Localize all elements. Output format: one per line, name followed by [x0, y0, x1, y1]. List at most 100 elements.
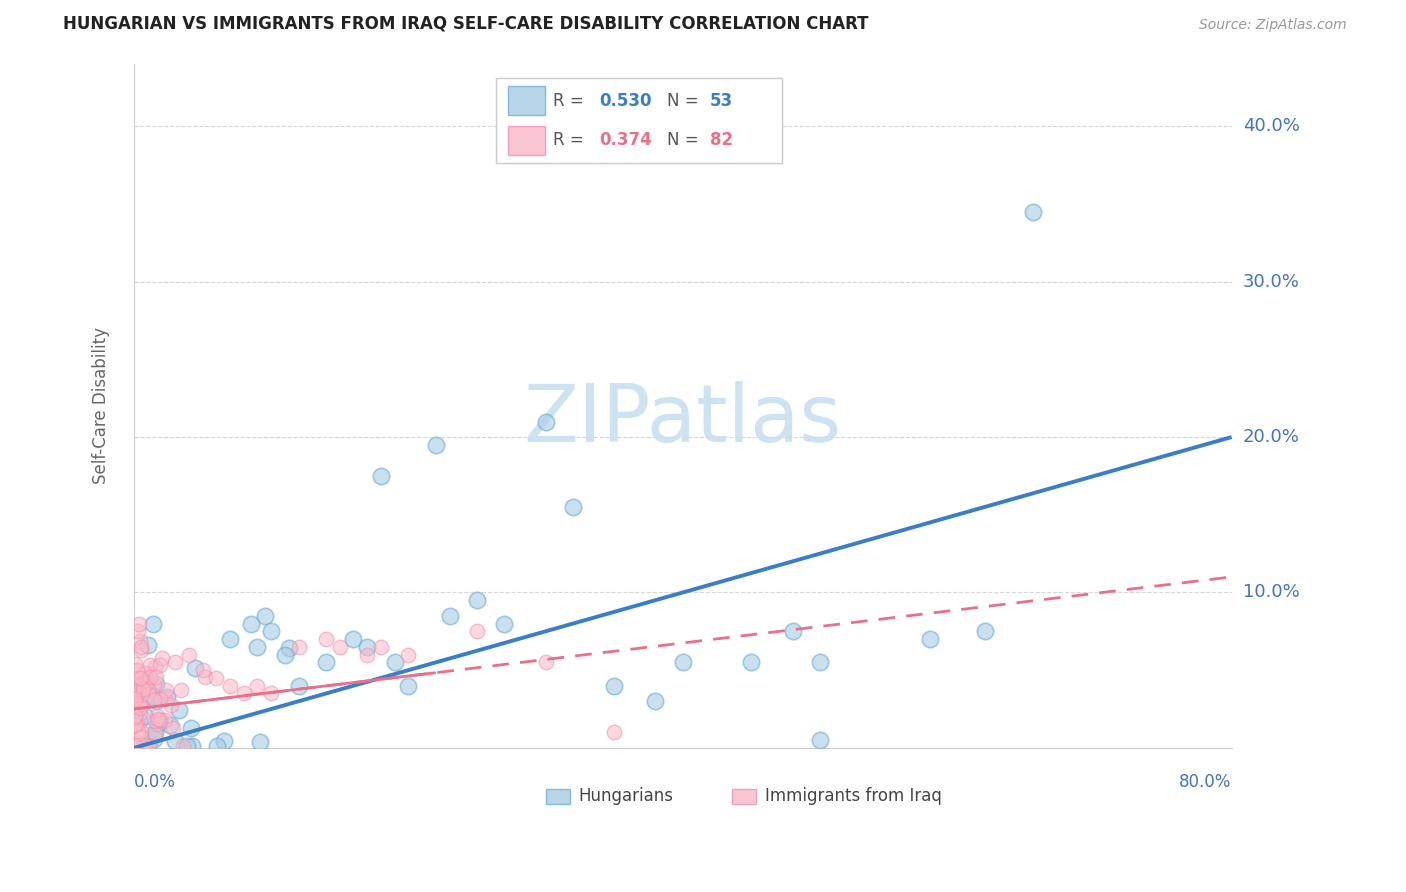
- Point: [194, 670, 217, 684]
- Point: [128, 616, 150, 631]
- Point: [124, 716, 146, 731]
- Point: [127, 624, 149, 639]
- Text: 0.0%: 0.0%: [134, 772, 176, 791]
- Point: [315, 632, 337, 646]
- Point: [155, 690, 177, 705]
- Point: [425, 438, 447, 452]
- Point: [1021, 204, 1043, 219]
- Point: [246, 679, 269, 693]
- Point: [172, 739, 194, 754]
- Point: [125, 663, 148, 677]
- Point: [396, 679, 419, 693]
- Point: [129, 706, 152, 721]
- Point: [191, 663, 214, 677]
- Point: [136, 638, 159, 652]
- Point: [125, 680, 148, 694]
- Point: [918, 632, 941, 646]
- Point: [439, 608, 461, 623]
- Point: [138, 736, 160, 750]
- Point: [315, 656, 337, 670]
- Point: [142, 693, 165, 707]
- Point: [260, 624, 283, 639]
- FancyBboxPatch shape: [546, 789, 569, 804]
- Point: [124, 657, 146, 671]
- Point: [782, 624, 804, 639]
- Point: [132, 677, 155, 691]
- Point: [143, 714, 166, 729]
- Point: [562, 500, 585, 514]
- Point: [124, 709, 146, 723]
- Point: [219, 632, 242, 646]
- Point: [162, 721, 184, 735]
- Point: [143, 725, 166, 739]
- Point: [145, 677, 167, 691]
- Point: [129, 698, 152, 712]
- Point: [370, 469, 392, 483]
- Point: [141, 689, 163, 703]
- Point: [465, 593, 488, 607]
- Point: [125, 696, 148, 710]
- Point: [136, 687, 159, 701]
- Point: [160, 698, 183, 713]
- Point: [494, 616, 516, 631]
- Text: ZIPatlas: ZIPatlas: [523, 381, 842, 458]
- Point: [134, 679, 156, 693]
- Point: [131, 677, 153, 691]
- Point: [125, 717, 148, 731]
- Point: [342, 632, 364, 646]
- Point: [131, 671, 153, 685]
- Point: [149, 692, 172, 706]
- Point: [179, 721, 201, 735]
- Point: [136, 675, 159, 690]
- Point: [134, 674, 156, 689]
- Point: [205, 671, 228, 685]
- Text: 30.0%: 30.0%: [1243, 273, 1299, 291]
- Point: [356, 648, 378, 662]
- Point: [165, 656, 187, 670]
- Point: [370, 640, 392, 654]
- Point: [274, 648, 297, 662]
- Point: [127, 723, 149, 738]
- Point: [129, 724, 152, 739]
- Point: [128, 714, 150, 728]
- Point: [246, 640, 269, 654]
- Point: [167, 703, 190, 717]
- Point: [145, 660, 167, 674]
- Point: [184, 661, 207, 675]
- Point: [356, 640, 378, 654]
- Point: [134, 665, 156, 680]
- Point: [124, 739, 146, 754]
- Point: [534, 656, 557, 670]
- Point: [287, 640, 309, 654]
- Point: [155, 683, 177, 698]
- Point: [134, 709, 156, 723]
- Point: [148, 716, 170, 731]
- Point: [124, 690, 146, 705]
- Point: [396, 648, 419, 662]
- Text: Source: ZipAtlas.com: Source: ZipAtlas.com: [1199, 18, 1347, 31]
- Point: [148, 712, 170, 726]
- Point: [145, 670, 167, 684]
- Point: [138, 739, 160, 754]
- Point: [124, 707, 146, 722]
- Point: [603, 679, 626, 693]
- Point: [212, 733, 235, 747]
- Point: [129, 634, 152, 648]
- Point: [170, 683, 193, 698]
- Point: [129, 642, 152, 657]
- Point: [124, 692, 146, 706]
- Point: [644, 694, 666, 708]
- Y-axis label: Self-Care Disability: Self-Care Disability: [93, 327, 110, 484]
- Point: [260, 686, 283, 700]
- Text: 40.0%: 40.0%: [1243, 117, 1299, 136]
- Point: [145, 694, 167, 708]
- Point: [205, 739, 228, 754]
- FancyBboxPatch shape: [733, 789, 756, 804]
- Point: [143, 727, 166, 741]
- Point: [329, 640, 352, 654]
- Point: [124, 718, 146, 732]
- Text: 10.0%: 10.0%: [1243, 583, 1299, 601]
- Point: [177, 648, 200, 662]
- Point: [149, 658, 172, 673]
- Point: [277, 640, 299, 655]
